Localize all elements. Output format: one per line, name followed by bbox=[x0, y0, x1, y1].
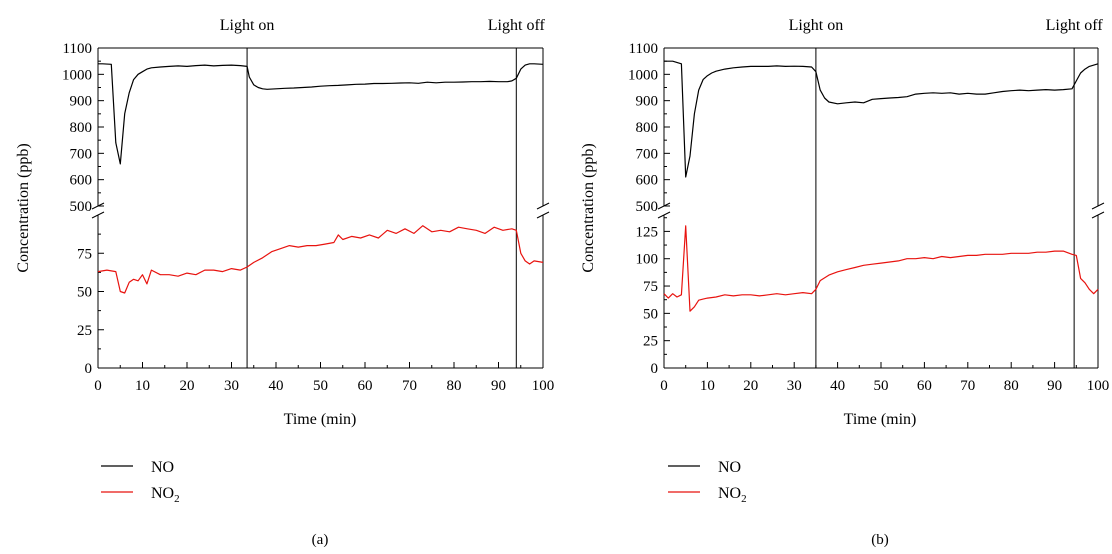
chart-b-x-tick-label: 100 bbox=[1087, 378, 1110, 394]
chart-a-y-lower-tick-label: 50 bbox=[77, 285, 92, 301]
chart-a-y-upper-tick-label: 500 bbox=[70, 199, 93, 215]
legend-a-no-label: NO bbox=[151, 459, 174, 476]
legend-b-no-label: NO bbox=[718, 459, 741, 476]
chart-a-y-upper-tick-label: 800 bbox=[70, 120, 93, 136]
chart-a-y-upper-tick-label: 1000 bbox=[62, 67, 92, 83]
legend-a-no2-label: NO2 bbox=[151, 485, 180, 505]
panel-a: 0 10 20 30 40 50 60 70 80 90 100500600700800900100… bbox=[15, 17, 554, 548]
chart-b-x-tick-label: 10 bbox=[700, 378, 715, 394]
chart-b-x-tick-label: 60 bbox=[917, 378, 932, 394]
chart-a-event-label-0: Light on bbox=[220, 17, 275, 34]
chart-a-x-tick-label: 30 bbox=[224, 378, 239, 394]
chart-b-break-mark-right-1 bbox=[1091, 202, 1105, 210]
chart-a-y-lower-tick-label: 75 bbox=[77, 246, 92, 262]
chart-b-y-lower-tick-label: 125 bbox=[636, 224, 659, 240]
chart-a-x-tick-label: 50 bbox=[313, 378, 328, 394]
chart-a-x-tick-label: 20 bbox=[180, 378, 195, 394]
chart-a-x-tick-label: 10 bbox=[135, 378, 150, 394]
chart-b-y-lower-tick-label: 25 bbox=[643, 334, 658, 350]
chart-b-x-tick-label: 20 bbox=[743, 378, 758, 394]
chart-a-break-mark-right-1 bbox=[536, 202, 550, 210]
chart-b-y-lower-tick-label: 0 bbox=[651, 361, 659, 377]
chart-a-x-tick-label: 40 bbox=[269, 378, 284, 394]
chart-b-y-upper-tick-label: 1000 bbox=[628, 67, 658, 83]
chart-b-series-no2-line bbox=[663, 225, 1099, 312]
chart-b-y-upper-tick-label: 600 bbox=[636, 173, 659, 189]
chart-b-panel-label: (b) bbox=[871, 532, 889, 548]
chart-a-y-lower-tick-label: 0 bbox=[85, 361, 93, 377]
chart-b-x-tick-label: 80 bbox=[1004, 378, 1019, 394]
chart-a-panel-label: (a) bbox=[312, 532, 329, 548]
chart-a-series-no-line bbox=[98, 63, 544, 165]
chart-b-legend: NO NO2 bbox=[668, 459, 747, 505]
chart-a-x-tick-label: 100 bbox=[532, 378, 555, 394]
chart-a-x-tick-label: 0 bbox=[94, 378, 102, 394]
chart-b-y-lower-tick-label: 50 bbox=[643, 306, 658, 322]
chart-b-x-tick-label: 50 bbox=[874, 378, 889, 394]
chart-b-x-tick-label: 70 bbox=[960, 378, 975, 394]
chart-b-x-tick-label: 0 bbox=[660, 378, 668, 394]
chart-a-y-upper-tick-label: 1100 bbox=[63, 41, 92, 57]
chart-b-y-upper-tick-label: 500 bbox=[636, 199, 659, 215]
chart-b-y-upper-tick-label: 900 bbox=[636, 94, 659, 110]
chart-a-plot: 0 10 20 30 40 50 60 70 80 90 100500600700800900100… bbox=[62, 17, 554, 394]
legend-b-no2-label: NO2 bbox=[718, 485, 747, 505]
chart-b-x-tick-label: 40 bbox=[830, 378, 845, 394]
chart-b-break-mark-right-2 bbox=[1091, 211, 1105, 219]
chart-b-x-axis-title: Time (min) bbox=[844, 411, 917, 428]
chart-a-legend: NO NO2 bbox=[101, 459, 180, 505]
chart-a-event-label-1: Light off bbox=[488, 17, 546, 34]
chart-b-break-mark-left-2 bbox=[657, 211, 671, 219]
chart-b-y-upper-tick-label: 700 bbox=[636, 146, 659, 162]
chart-b-x-tick-label: 90 bbox=[1047, 378, 1062, 394]
chart-b-event-label-0: Light on bbox=[789, 17, 844, 34]
chart-b-y-upper-tick-label: 1100 bbox=[629, 41, 658, 57]
chart-b-y-lower-tick-label: 75 bbox=[643, 279, 658, 295]
chart-a-x-tick-label: 70 bbox=[402, 378, 417, 394]
panel-b: 0 10 20 30 40 50 60 70 80 90 100500600700800900100… bbox=[580, 17, 1109, 548]
chart-a-series-no2-line bbox=[97, 225, 544, 294]
chart-a-y-lower-tick-label: 25 bbox=[77, 323, 92, 339]
chart-b-y-upper-tick-label: 800 bbox=[636, 120, 659, 136]
chart-b-y-lower-tick-label: 100 bbox=[636, 252, 659, 268]
chart-b-event-label-1: Light off bbox=[1046, 17, 1104, 34]
chart-b-y-axis-title: Concentration (ppb) bbox=[580, 143, 597, 272]
chart-b-series-no-line bbox=[664, 60, 1099, 178]
chart-a-x-tick-label: 90 bbox=[491, 378, 506, 394]
chart-a-break-mark-right-2 bbox=[536, 211, 550, 219]
chart-b-x-tick-label: 30 bbox=[787, 378, 802, 394]
chart-a-y-upper-tick-label: 600 bbox=[70, 173, 93, 189]
chart-a-x-tick-label: 60 bbox=[358, 378, 373, 394]
chart-a-x-tick-label: 80 bbox=[447, 378, 462, 394]
chart-a-break-mark-left-2 bbox=[91, 211, 105, 219]
chart-a-x-axis-title: Time (min) bbox=[284, 411, 357, 428]
chart-b-plot: 0 10 20 30 40 50 60 70 80 90 100500600700800900100… bbox=[628, 17, 1109, 394]
chart-a-y-axis-title: Concentration (ppb) bbox=[15, 143, 32, 272]
chart-a-y-upper-tick-label: 700 bbox=[70, 146, 93, 162]
chart-a-y-upper-tick-label: 900 bbox=[70, 94, 93, 110]
